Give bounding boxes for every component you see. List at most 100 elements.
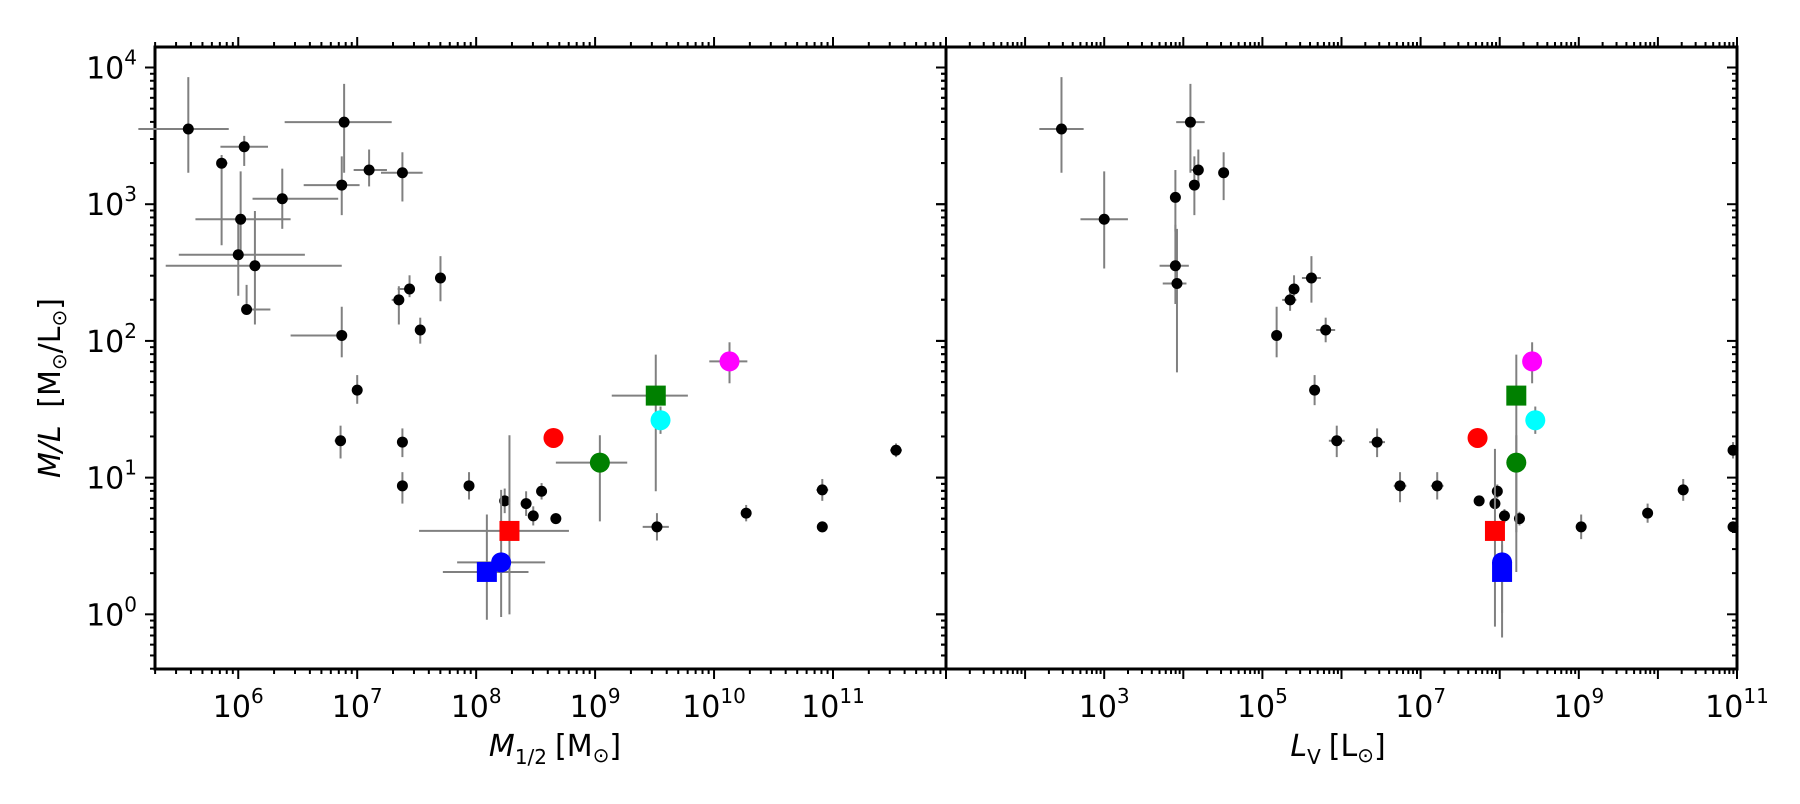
- tick-exponent: 8: [489, 684, 502, 708]
- data-point: [1171, 277, 1183, 289]
- data-point: [396, 436, 408, 448]
- x-axis-title-right: LV [L⊙]: [1290, 729, 1385, 769]
- data-point: [1169, 191, 1181, 203]
- tick-exponent: 10: [720, 684, 745, 708]
- y-axis-title-slash: /L: [33, 326, 68, 353]
- plot-frame: [944, 45, 1739, 671]
- data-point: [396, 480, 408, 492]
- data-point: [241, 303, 253, 315]
- x-axis-title-right-var: L: [1290, 729, 1307, 764]
- data-point: [1677, 484, 1689, 496]
- x-tick-label: 108: [451, 684, 502, 725]
- tick-base: 10: [332, 690, 370, 725]
- x-tick-label: 1011: [1705, 684, 1769, 725]
- tick-exponent: 11: [1743, 684, 1768, 708]
- tick-exponent: 3: [1117, 684, 1130, 708]
- data-point-square: [645, 385, 666, 406]
- data-point-square: [1484, 520, 1505, 541]
- x-tick-label: 105: [1237, 684, 1288, 725]
- data-point-circle: [719, 351, 740, 372]
- tick-exponent: 7: [1433, 684, 1446, 708]
- data-point: [1218, 167, 1230, 179]
- data-point: [235, 213, 247, 225]
- data-point: [1431, 480, 1443, 492]
- x-tick-label: 1011: [801, 684, 865, 725]
- tick-base: 10: [1079, 690, 1117, 725]
- data-point: [1305, 272, 1317, 284]
- data-point: [1309, 384, 1321, 396]
- tick-exponent: 4: [124, 46, 137, 70]
- y-tick-label: 100: [86, 592, 137, 633]
- x-tick-label: 106: [213, 684, 264, 725]
- data-point: [1642, 507, 1654, 519]
- data-point: [434, 272, 446, 284]
- x-axis-title-right-sun: ⊙: [1357, 743, 1374, 767]
- data-point: [1284, 294, 1296, 306]
- data-point: [463, 480, 475, 492]
- data-point: [338, 116, 350, 128]
- tick-exponent: 9: [1592, 684, 1605, 708]
- data-point: [336, 179, 348, 191]
- tick-exponent: 11: [839, 684, 864, 708]
- x-tick-label: 109: [570, 684, 621, 725]
- data-point: [1575, 521, 1587, 533]
- tick-base: 10: [86, 52, 124, 87]
- x-axis-title-left-close: ]: [609, 729, 621, 764]
- data-point: [890, 444, 902, 456]
- data-point: [396, 167, 408, 179]
- series-highlighted: [1467, 342, 1546, 638]
- data-point-circle: [650, 410, 671, 431]
- data-point: [182, 123, 194, 135]
- data-point: [1727, 444, 1739, 456]
- data-point: [520, 498, 532, 510]
- tick-base: 10: [1237, 690, 1275, 725]
- data-point: [238, 141, 250, 153]
- tick-exponent: 3: [124, 182, 137, 206]
- x-axis-title-left-var: M: [489, 729, 515, 764]
- data-point: [1491, 485, 1503, 497]
- data-point: [816, 521, 828, 533]
- x-tick-label: 109: [1553, 684, 1604, 725]
- data-point: [232, 249, 244, 261]
- data-point: [740, 507, 752, 519]
- data-point-circle: [1467, 427, 1488, 448]
- x-axis-title-left: M1/2 [M⊙]: [489, 729, 621, 769]
- series-dwarf-galaxies: [138, 77, 902, 541]
- tick-exponent: 1: [124, 456, 137, 480]
- data-point: [414, 324, 426, 336]
- tick-base: 10: [1395, 690, 1433, 725]
- data-point: [363, 164, 375, 176]
- data-point: [393, 294, 405, 306]
- data-point: [335, 435, 347, 447]
- data-point: [216, 157, 228, 169]
- x-axis-title-right-unit: [L: [1329, 729, 1358, 764]
- tick-exponent: 9: [608, 684, 621, 708]
- y-axis-title-close: ]: [33, 298, 68, 310]
- x-axis-title-left-sub: 1/2: [515, 745, 547, 769]
- data-point: [1098, 213, 1110, 225]
- data-point: [1169, 260, 1181, 272]
- tick-base: 10: [213, 690, 251, 725]
- data-point: [249, 260, 261, 272]
- tick-exponent: 0: [124, 592, 137, 616]
- data-point: [1188, 179, 1200, 191]
- data-point: [816, 484, 828, 496]
- y-axis-title-unit: [M: [33, 370, 68, 408]
- data-point-circle: [1522, 351, 1543, 372]
- data-point: [404, 283, 416, 295]
- data-point: [1371, 436, 1383, 448]
- plot-frame: [153, 45, 948, 671]
- tick-exponent: 6: [251, 684, 264, 708]
- x-tick-label: 103: [1079, 684, 1130, 725]
- tick-base: 10: [682, 690, 720, 725]
- data-point: [1288, 283, 1300, 295]
- data-point: [1727, 521, 1739, 533]
- x-axis-title-right-close: ]: [1374, 729, 1386, 764]
- data-point-circle: [1525, 410, 1546, 431]
- tick-base: 10: [86, 188, 124, 223]
- y-axis-title: M/L [M⊙/L⊙]: [33, 298, 71, 478]
- data-point: [1498, 510, 1510, 522]
